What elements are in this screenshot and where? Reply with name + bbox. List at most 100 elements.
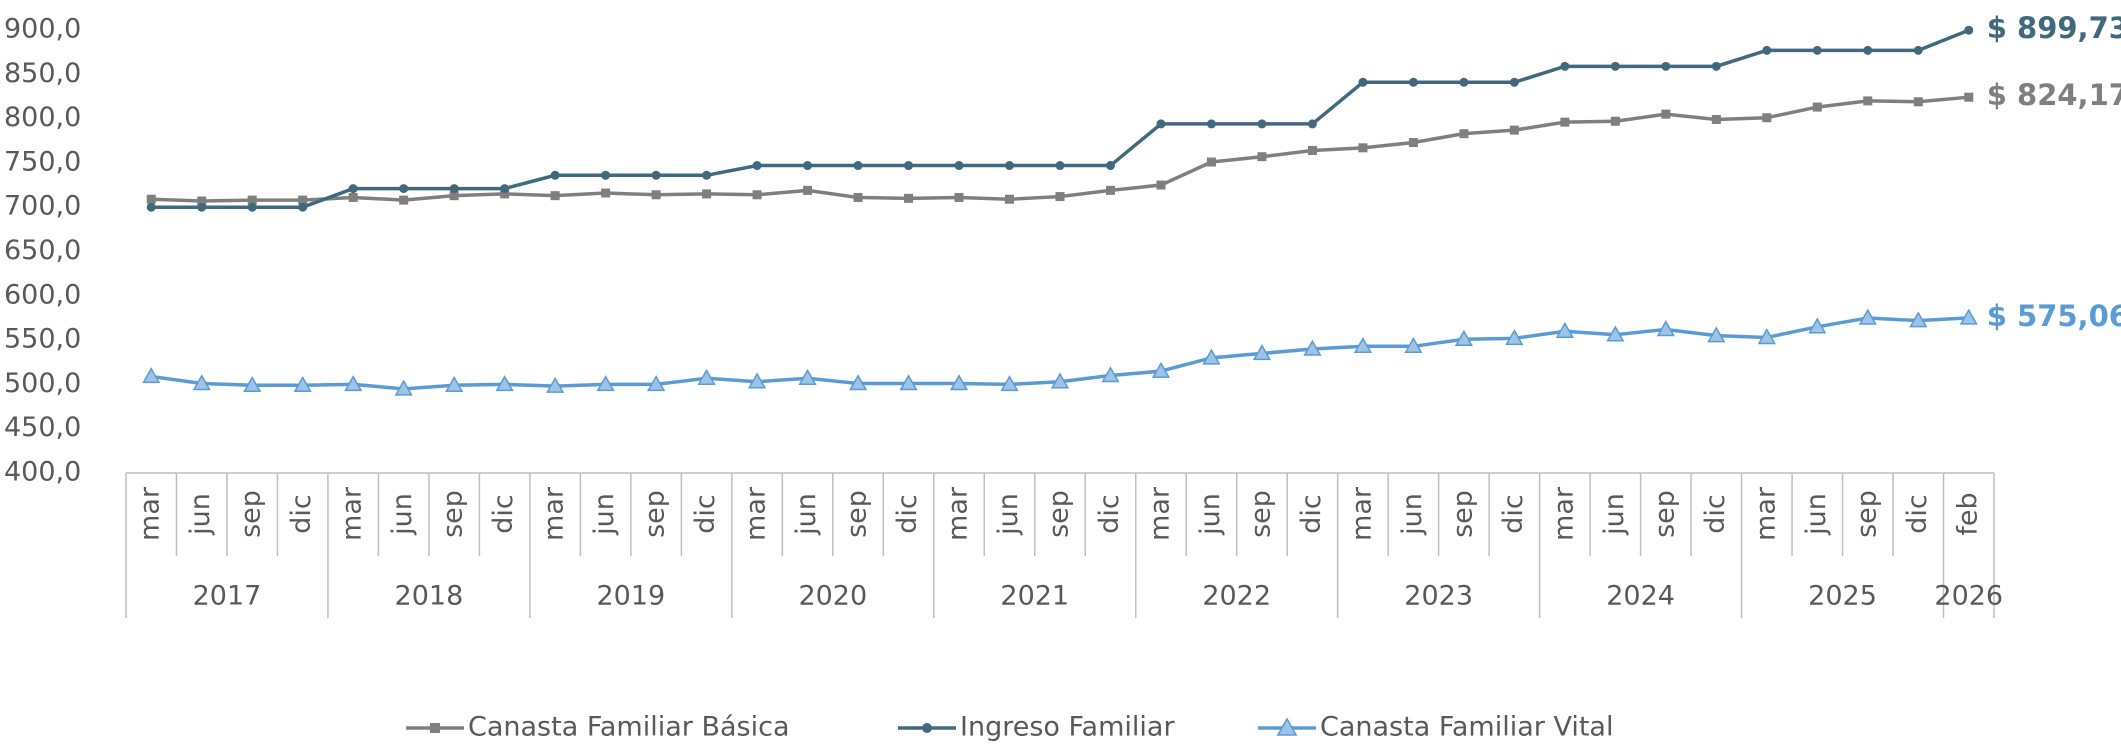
y-tick-label: 450,0 xyxy=(4,412,81,443)
marker xyxy=(1050,372,1070,389)
year-label: 2020 xyxy=(798,581,867,612)
marker xyxy=(922,723,932,733)
marker xyxy=(500,184,510,194)
marker xyxy=(1459,129,1469,139)
marker xyxy=(394,379,413,396)
year-label: 2023 xyxy=(1404,581,1473,612)
marker xyxy=(1307,119,1317,129)
marker xyxy=(752,190,762,200)
marker xyxy=(197,202,207,212)
marker xyxy=(1808,317,1827,334)
x-tick-label: sep xyxy=(1044,490,1075,538)
marker xyxy=(298,195,308,205)
marker xyxy=(1505,329,1524,346)
x-tick-label: dic xyxy=(1296,494,1327,534)
marker xyxy=(1358,143,1368,153)
x-tick-label: dic xyxy=(1498,494,1529,534)
marker xyxy=(1408,138,1418,148)
marker xyxy=(747,372,767,389)
marker xyxy=(1812,102,1822,112)
marker xyxy=(449,191,459,201)
x-tick-label: sep xyxy=(1447,490,1478,538)
x-tick-label: mar xyxy=(943,486,974,541)
x-tick-label: mar xyxy=(1750,486,1781,541)
marker xyxy=(445,375,464,393)
marker xyxy=(853,192,863,202)
marker xyxy=(1105,161,1115,171)
y-tick-label: 650,0 xyxy=(4,235,81,266)
x-tick-label: mar xyxy=(135,486,166,541)
marker xyxy=(1959,308,1978,325)
x-tick-label: dic xyxy=(488,494,519,534)
data-label: $ 899,73 xyxy=(1987,11,2121,45)
marker xyxy=(1656,320,1675,337)
year-label: 2025 xyxy=(1808,581,1877,612)
year-label: 2026 xyxy=(1934,581,2003,612)
marker xyxy=(550,170,560,180)
year-label: 2024 xyxy=(1606,581,1675,612)
marker xyxy=(1661,61,1671,71)
marker xyxy=(1606,325,1625,342)
marker xyxy=(1055,161,1065,171)
x-tick-label: sep xyxy=(1649,490,1680,538)
marker xyxy=(1757,328,1776,345)
x-tick-label: jun xyxy=(1599,493,1630,536)
x-tick-label: mar xyxy=(539,486,570,541)
marker xyxy=(949,374,969,391)
legend-label: Ingreso Familiar xyxy=(960,712,1175,743)
marker xyxy=(1762,113,1772,123)
x-tick-label: jun xyxy=(993,493,1024,536)
marker xyxy=(1610,61,1620,71)
x-tick-label: dic xyxy=(286,494,317,534)
marker xyxy=(954,192,964,202)
x-tick-label: dic xyxy=(1094,494,1125,534)
marker xyxy=(1454,329,1473,346)
marker xyxy=(298,202,308,212)
marker xyxy=(348,184,358,194)
marker xyxy=(752,161,762,171)
marker xyxy=(495,375,514,392)
marker xyxy=(798,368,817,385)
marker xyxy=(1005,194,1015,204)
marker xyxy=(1206,157,1216,167)
marker xyxy=(1610,116,1620,126)
marker xyxy=(500,189,510,199)
marker xyxy=(651,190,661,200)
marker xyxy=(1252,344,1272,361)
marker xyxy=(449,184,459,194)
marker xyxy=(651,170,661,180)
y-tick-label: 500,0 xyxy=(4,368,81,399)
marker xyxy=(1276,717,1298,736)
marker xyxy=(1555,321,1574,338)
marker xyxy=(1509,77,1519,87)
x-tick-label: jun xyxy=(589,493,620,536)
year-label: 2018 xyxy=(395,581,464,612)
x-tick-label: feb xyxy=(1952,492,1983,535)
marker xyxy=(702,189,712,199)
marker xyxy=(344,375,363,392)
marker xyxy=(146,202,156,212)
x-tick-label: sep xyxy=(438,490,469,538)
data-label: $ 575,06 xyxy=(1987,299,2121,333)
year-label: 2019 xyxy=(597,581,666,612)
x-tick-label: sep xyxy=(1245,490,1276,538)
marker xyxy=(546,376,565,393)
marker xyxy=(596,375,615,392)
x-tick-label: mar xyxy=(1548,486,1579,541)
marker xyxy=(1000,375,1019,392)
legend-label: Canasta Familiar Básica xyxy=(468,712,790,743)
marker xyxy=(1711,114,1721,124)
marker xyxy=(1156,119,1166,129)
marker xyxy=(1509,125,1519,135)
marker xyxy=(142,367,161,384)
y-tick-label: 600,0 xyxy=(4,279,81,310)
x-tick-label: mar xyxy=(1346,486,1377,541)
marker xyxy=(904,193,914,203)
marker xyxy=(1762,45,1772,55)
marker xyxy=(243,375,262,393)
marker xyxy=(1812,45,1822,55)
y-tick-label: 400,0 xyxy=(4,457,81,488)
marker xyxy=(192,374,211,391)
marker xyxy=(1156,180,1166,190)
